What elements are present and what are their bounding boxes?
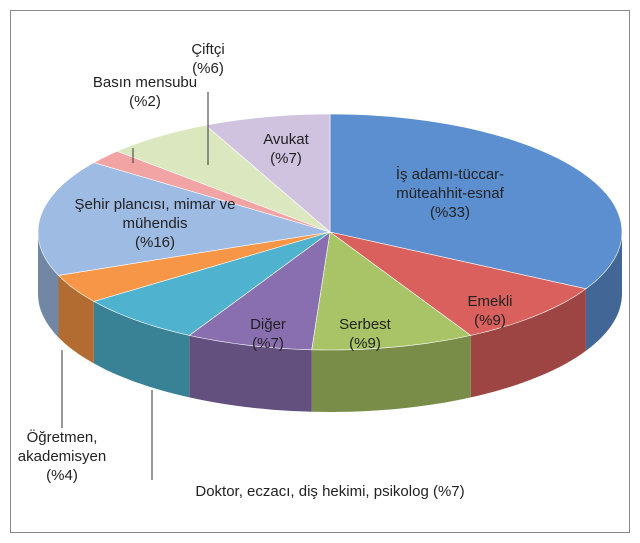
- slice-side: [585, 232, 622, 351]
- slice-side: [470, 288, 586, 398]
- slice-label: Serbest (%9): [320, 315, 410, 353]
- category-label: Serbest: [339, 316, 391, 333]
- value-label: (%16): [134, 234, 175, 251]
- slice-side: [38, 232, 59, 338]
- category-label: Doktor, eczacı, diş hekimi, psikolog: [195, 483, 429, 500]
- slice-label: Basın mensubu (%2): [80, 73, 210, 111]
- leaders: [61, 92, 209, 480]
- value-label: (%9): [349, 335, 381, 352]
- category-label: Şehir plancısı, mimar ve mühendis: [74, 196, 236, 232]
- slice-side: [58, 275, 94, 364]
- slice-label: Diğer (%7): [228, 315, 308, 353]
- value-label: (%7): [432, 483, 465, 500]
- value-label: (%6): [192, 60, 224, 77]
- slice-side: [311, 335, 471, 412]
- category-label: Öğretmen, akademisyen: [17, 429, 107, 465]
- category-label: Çiftçi: [191, 41, 225, 58]
- slice-side: [93, 301, 190, 398]
- slice-label: Avukat (%7): [246, 130, 326, 168]
- slice: [37, 162, 331, 276]
- value-label: (%7): [252, 335, 284, 352]
- slice: [188, 231, 331, 351]
- value-label: (%7): [270, 150, 302, 167]
- slice: [93, 231, 331, 336]
- category-label: Diğer: [250, 316, 286, 333]
- category-label: Emekli: [467, 293, 513, 310]
- slice: [116, 124, 331, 233]
- pie: [37, 113, 623, 412]
- slice: [329, 113, 623, 290]
- slice: [311, 231, 472, 351]
- slice-label: Şehir plancısı, mimar ve mühendis (%16): [68, 195, 243, 252]
- slice-label: Emekli (%9): [450, 292, 530, 330]
- category-label: İş adamı-tüccar-müteahhit-esnaf: [395, 166, 505, 202]
- category-label: Avukat: [263, 131, 309, 148]
- value-label: (%2): [129, 93, 161, 110]
- slice-label: Doktor, eczacı, diş hekimi, psikolog (%7…: [120, 482, 540, 501]
- slice: [205, 113, 331, 233]
- slice: [57, 231, 331, 302]
- slice-side: [189, 335, 312, 412]
- slice: [329, 231, 587, 336]
- value-label: (%4): [46, 467, 78, 484]
- slice-label: Çiftçi (%6): [178, 40, 238, 78]
- slice-label: Öğretmen, akademisyen (%4): [2, 428, 122, 485]
- value-label: (%33): [429, 204, 470, 221]
- category-label: Basın mensubu: [92, 74, 198, 91]
- slice-label: İş adamı-tüccar-müteahhit-esnaf (%33): [375, 165, 525, 222]
- value-label: (%9): [474, 312, 506, 329]
